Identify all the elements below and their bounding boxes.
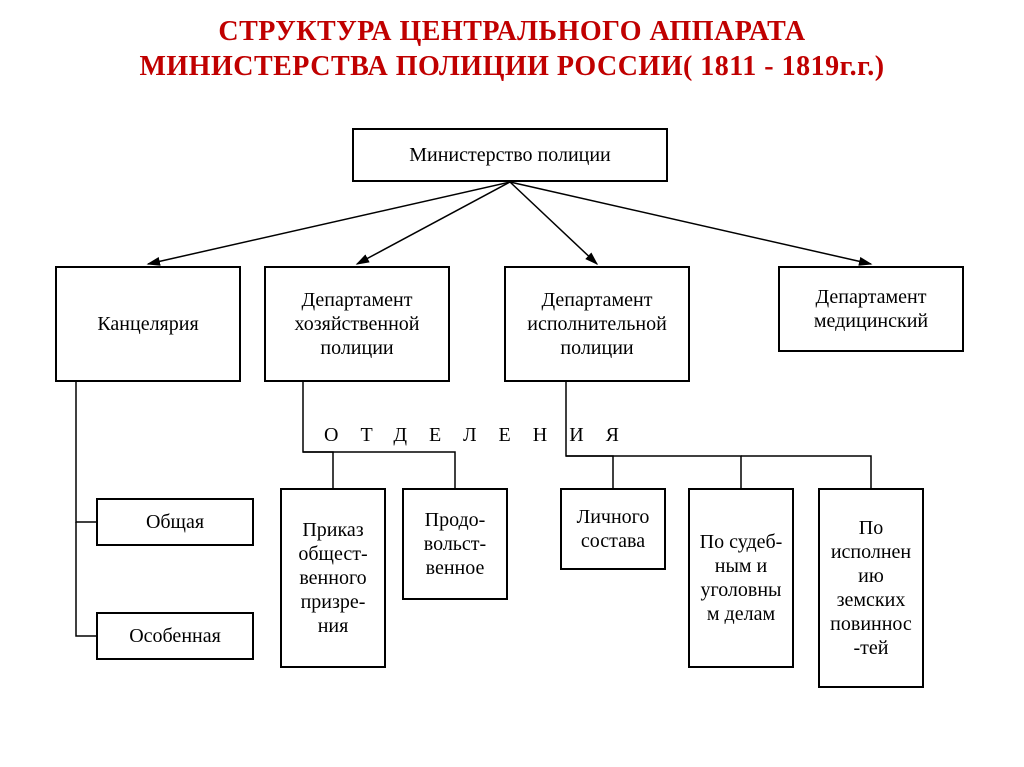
node-c2-label: Особенная xyxy=(129,624,221,648)
node-public-charity: Приказ общест-венного призре-ния xyxy=(280,488,386,668)
node-chancellery: Канцелярия xyxy=(55,266,241,382)
page-title: СТРУКТУРА ЦЕНТРАЛЬНОГО АППАРАТА МИНИСТЕР… xyxy=(0,0,1024,84)
node-e1-label: Личного состава xyxy=(566,505,660,553)
node-food: Продо-вольст-венное xyxy=(402,488,508,600)
node-root: Министерство полиции xyxy=(352,128,668,182)
node-duties: По исполнен ию земских повиннос -тей xyxy=(818,488,924,688)
node-n2-label: Департамент хозяйственной полиции xyxy=(270,288,444,360)
node-special: Особенная xyxy=(96,612,254,660)
node-d2-label: Продо-вольст-венное xyxy=(408,508,502,580)
node-d1-label: Приказ общест-венного призре-ния xyxy=(286,518,380,638)
section-label: ОТДЕЛЕНИЯ xyxy=(324,424,641,447)
title-line2: МИНИСТЕРСТВА ПОЛИЦИИ РОССИИ( 1811 - 1819… xyxy=(139,51,884,82)
node-personnel: Личного состава xyxy=(560,488,666,570)
node-judicial: По судеб-ным и уголовны м делам xyxy=(688,488,794,668)
node-e2-label: По судеб-ным и уголовны м делам xyxy=(694,530,788,626)
node-n4-label: Департамент медицинский xyxy=(784,285,958,333)
node-dept-economic: Департамент хозяйственной полиции xyxy=(264,266,450,382)
node-dept-executive: Департамент исполнительной полиции xyxy=(504,266,690,382)
node-e3-label: По исполнен ию земских повиннос -тей xyxy=(824,516,918,660)
node-root-label: Министерство полиции xyxy=(409,143,611,167)
node-general: Общая xyxy=(96,498,254,546)
node-dept-medical: Департамент медицинский xyxy=(778,266,964,352)
node-n3-label: Департамент исполнительной полиции xyxy=(510,288,684,360)
title-line1: СТРУКТУРА ЦЕНТРАЛЬНОГО АППАРАТА xyxy=(218,16,805,47)
node-c1-label: Общая xyxy=(146,510,204,534)
node-n1-label: Канцелярия xyxy=(97,312,198,336)
